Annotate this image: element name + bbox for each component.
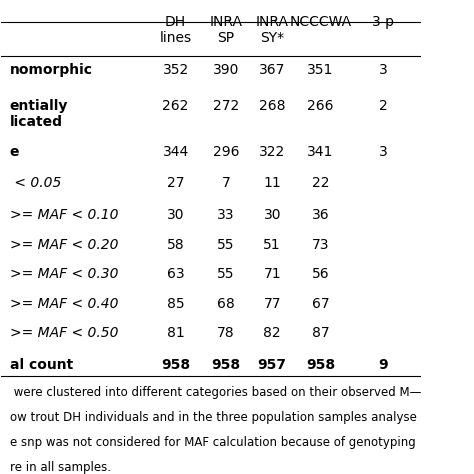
Text: DH
lines: DH lines	[160, 15, 191, 45]
Text: 56: 56	[312, 267, 329, 281]
Text: 3: 3	[379, 63, 388, 77]
Text: 390: 390	[213, 63, 239, 77]
Text: entially
licated: entially licated	[10, 99, 68, 129]
Text: 71: 71	[264, 267, 281, 281]
Text: 87: 87	[312, 327, 329, 340]
Text: 341: 341	[307, 145, 334, 159]
Text: >= MAF < 0.30: >= MAF < 0.30	[10, 267, 118, 281]
Text: 7: 7	[222, 176, 230, 191]
Text: 77: 77	[264, 297, 281, 311]
Text: 352: 352	[163, 63, 189, 77]
Text: 30: 30	[264, 208, 281, 222]
Text: 30: 30	[167, 208, 184, 222]
Text: 82: 82	[264, 327, 281, 340]
Text: 3: 3	[379, 145, 388, 159]
Text: 67: 67	[312, 297, 329, 311]
Text: INRA
SP: INRA SP	[210, 15, 243, 45]
Text: 11: 11	[264, 176, 281, 191]
Text: re in all samples.: re in all samples.	[10, 461, 111, 474]
Text: 272: 272	[213, 99, 239, 113]
Text: < 0.05: < 0.05	[10, 176, 61, 191]
Text: >= MAF < 0.20: >= MAF < 0.20	[10, 238, 118, 252]
Text: nomorphic: nomorphic	[10, 63, 93, 77]
Text: 957: 957	[258, 358, 287, 372]
Text: 958: 958	[306, 358, 335, 372]
Text: 55: 55	[217, 238, 235, 252]
Text: 55: 55	[217, 267, 235, 281]
Text: 85: 85	[167, 297, 184, 311]
Text: e snp was not considered for MAF calculation because of genotyping: e snp was not considered for MAF calcula…	[10, 436, 416, 448]
Text: 2: 2	[379, 99, 388, 113]
Text: 78: 78	[217, 327, 235, 340]
Text: al count: al count	[10, 358, 73, 372]
Text: 22: 22	[312, 176, 329, 191]
Text: 958: 958	[211, 358, 241, 372]
Text: 33: 33	[217, 208, 235, 222]
Text: e: e	[10, 145, 19, 159]
Text: 262: 262	[163, 99, 189, 113]
Text: ow trout DH individuals and in the three population samples analyse: ow trout DH individuals and in the three…	[10, 410, 417, 423]
Text: 344: 344	[163, 145, 189, 159]
Text: 266: 266	[307, 99, 334, 113]
Text: 27: 27	[167, 176, 184, 191]
Text: >= MAF < 0.40: >= MAF < 0.40	[10, 297, 118, 311]
Text: 63: 63	[167, 267, 184, 281]
Text: 296: 296	[213, 145, 239, 159]
Text: 958: 958	[161, 358, 190, 372]
Text: >= MAF < 0.50: >= MAF < 0.50	[10, 327, 118, 340]
Text: 351: 351	[307, 63, 334, 77]
Text: 9: 9	[379, 358, 388, 372]
Text: 68: 68	[217, 297, 235, 311]
Text: 367: 367	[259, 63, 285, 77]
Text: 3 p: 3 p	[373, 15, 394, 29]
Text: 81: 81	[167, 327, 184, 340]
Text: 268: 268	[259, 99, 285, 113]
Text: were clustered into different categories based on their observed M—: were clustered into different categories…	[10, 385, 421, 399]
Text: INRA
SY*: INRA SY*	[255, 15, 289, 45]
Text: >= MAF < 0.10: >= MAF < 0.10	[10, 208, 118, 222]
Text: 36: 36	[312, 208, 329, 222]
Text: 51: 51	[264, 238, 281, 252]
Text: 58: 58	[167, 238, 184, 252]
Text: NCCCWA: NCCCWA	[290, 15, 352, 29]
Text: 322: 322	[259, 145, 285, 159]
Text: 73: 73	[312, 238, 329, 252]
